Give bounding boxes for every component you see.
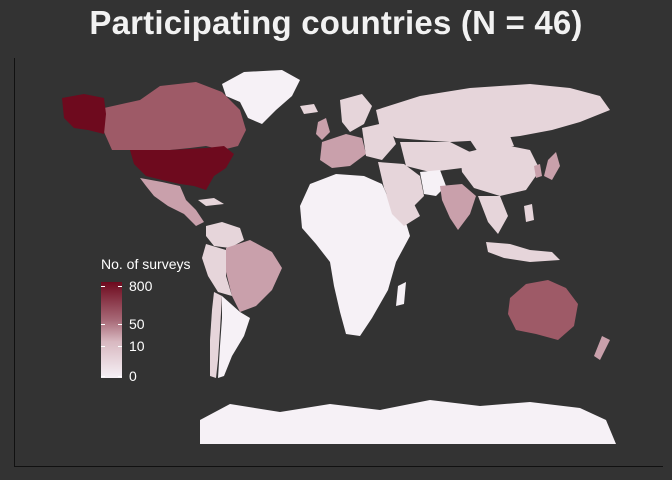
country-chile[interactable] <box>210 292 222 378</box>
country-russia[interactable] <box>376 84 610 142</box>
country-western-europe[interactable] <box>320 134 366 168</box>
country-antarctica[interactable] <box>200 400 616 444</box>
country-saudi-arabia[interactable] <box>386 194 420 226</box>
legend-tick-50: 50 <box>129 316 145 332</box>
country-canada[interactable] <box>104 82 246 150</box>
map-panel <box>14 58 663 467</box>
country-philippines[interactable] <box>524 204 534 222</box>
legend-tick-mark <box>118 346 122 347</box>
country-mexico[interactable] <box>140 178 204 226</box>
country-korea[interactable] <box>534 164 542 178</box>
country-china[interactable] <box>460 144 540 196</box>
country-madagascar[interactable] <box>396 282 406 306</box>
country-africa[interactable] <box>300 174 410 336</box>
country-indonesia[interactable] <box>486 242 560 262</box>
country-mongolia[interactable] <box>470 136 514 152</box>
country-central-asia[interactable] <box>400 142 470 172</box>
country-peru[interactable] <box>202 244 232 296</box>
country-argentina[interactable] <box>218 296 250 378</box>
legend-tick-mark <box>101 346 105 347</box>
country-new-zealand[interactable] <box>594 336 610 360</box>
legend-tick-mark <box>101 376 105 377</box>
legend-title: No. of surveys <box>101 256 191 272</box>
legend-tick-mark <box>101 286 105 287</box>
country-australia[interactable] <box>508 280 578 340</box>
country-alaska[interactable] <box>62 94 106 134</box>
country-india[interactable] <box>440 184 476 230</box>
map-title: Participating countries (N = 46) <box>89 4 583 41</box>
legend-tick-800: 800 <box>129 278 153 294</box>
country-japan[interactable] <box>544 152 560 180</box>
country-brazil[interactable] <box>226 240 282 312</box>
legend-tick-10: 10 <box>129 338 145 354</box>
country-iceland[interactable] <box>300 104 318 114</box>
country-scandinavia[interactable] <box>340 94 372 132</box>
legend-tick-mark <box>118 286 122 287</box>
legend-tick-mark <box>118 324 122 325</box>
country-southeast-asia[interactable] <box>478 196 508 234</box>
country-uk[interactable] <box>316 118 330 140</box>
legend-tick-0: 0 <box>129 368 137 384</box>
legend-tick-mark <box>101 324 105 325</box>
legend-tick-mark <box>118 376 122 377</box>
country-colombia[interactable] <box>206 222 244 248</box>
legend-color-bar <box>101 282 122 378</box>
country-usa[interactable] <box>130 146 234 190</box>
country-cuba[interactable] <box>198 198 224 206</box>
country-greenland[interactable] <box>222 70 300 124</box>
country-iran[interactable] <box>420 170 446 196</box>
